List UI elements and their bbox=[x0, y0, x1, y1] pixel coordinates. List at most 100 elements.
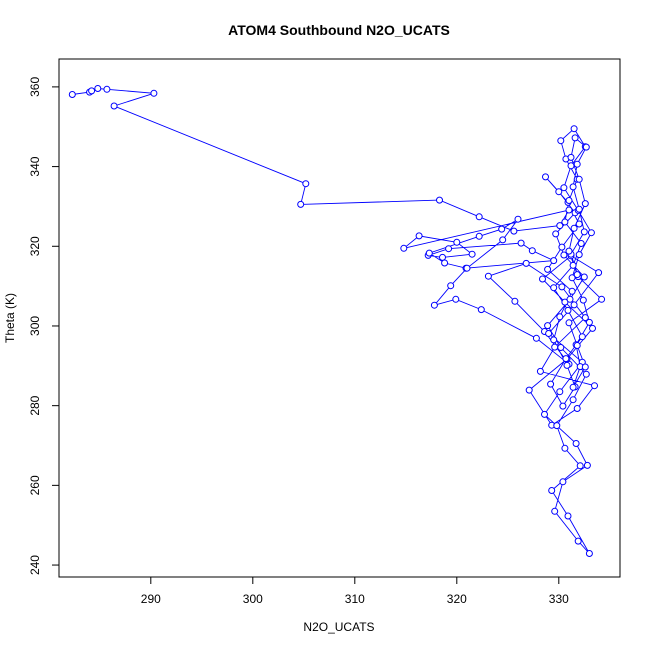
data-point bbox=[558, 243, 566, 251]
data-point bbox=[573, 342, 581, 349]
data-point bbox=[532, 334, 540, 342]
data-point bbox=[525, 386, 533, 394]
data-point bbox=[550, 257, 558, 265]
data-point bbox=[566, 295, 574, 303]
data-point bbox=[559, 402, 567, 410]
data-point bbox=[550, 336, 558, 344]
data-point bbox=[580, 273, 588, 281]
data-point bbox=[585, 318, 593, 326]
data-point bbox=[565, 247, 573, 255]
data-point bbox=[579, 296, 587, 304]
data-point bbox=[550, 284, 558, 292]
y-tick-label: 340 bbox=[28, 156, 42, 176]
data-point bbox=[539, 275, 546, 283]
data-point bbox=[575, 175, 583, 183]
data-point bbox=[562, 355, 570, 363]
data-point bbox=[564, 512, 572, 520]
data-point bbox=[565, 319, 573, 327]
data-point bbox=[545, 330, 553, 337]
data-point bbox=[581, 200, 589, 208]
data-point bbox=[567, 153, 575, 161]
data-point bbox=[569, 383, 577, 391]
data-point bbox=[583, 461, 591, 469]
x-tick-label: 290 bbox=[141, 592, 161, 606]
x-axis-label: N2O_UCATS bbox=[303, 620, 374, 634]
data-point bbox=[475, 232, 483, 240]
data-point bbox=[560, 184, 568, 192]
data-point bbox=[441, 259, 449, 267]
plot-area bbox=[68, 85, 606, 557]
data-point bbox=[556, 313, 564, 321]
data-point bbox=[425, 249, 433, 257]
data-point bbox=[551, 343, 559, 351]
data-point bbox=[576, 462, 584, 470]
data-point bbox=[468, 250, 476, 258]
data-point bbox=[150, 89, 158, 97]
series-line bbox=[72, 88, 603, 554]
data-point bbox=[498, 225, 506, 233]
data-point bbox=[551, 507, 559, 515]
data-point bbox=[544, 322, 552, 330]
data-point bbox=[572, 440, 580, 447]
data-point bbox=[302, 180, 310, 188]
data-point bbox=[558, 283, 566, 291]
data-point bbox=[94, 85, 102, 92]
data-point bbox=[548, 487, 556, 494]
data-point bbox=[575, 205, 583, 213]
y-tick-label: 300 bbox=[28, 316, 42, 336]
data-point bbox=[536, 367, 544, 375]
data-point bbox=[595, 269, 603, 277]
data-point bbox=[463, 264, 471, 272]
data-point bbox=[556, 388, 564, 396]
y-axis-label: Theta (K) bbox=[3, 293, 17, 343]
data-point bbox=[581, 314, 589, 322]
data-point bbox=[447, 282, 455, 290]
data-point bbox=[552, 230, 560, 238]
data-point bbox=[569, 396, 577, 404]
data-point bbox=[453, 238, 461, 246]
data-point bbox=[68, 91, 76, 98]
data-point bbox=[477, 306, 485, 314]
data-point bbox=[565, 197, 573, 204]
data-point bbox=[578, 333, 586, 341]
data-point bbox=[560, 251, 568, 259]
data-point bbox=[587, 229, 595, 237]
data-point bbox=[553, 422, 561, 430]
data-point bbox=[110, 102, 118, 110]
x-tick-label: 310 bbox=[345, 592, 365, 606]
data-point bbox=[570, 125, 578, 133]
data-point bbox=[499, 236, 507, 244]
data-point bbox=[582, 370, 590, 378]
data-point bbox=[559, 478, 567, 486]
data-point bbox=[541, 410, 548, 418]
data-point bbox=[563, 361, 571, 369]
data-point bbox=[569, 261, 577, 269]
data-point bbox=[568, 287, 576, 295]
data-point bbox=[557, 137, 565, 145]
data-point bbox=[565, 206, 573, 214]
data-point bbox=[400, 244, 408, 252]
data-point bbox=[577, 240, 585, 247]
data-point bbox=[564, 306, 572, 314]
data-point bbox=[582, 143, 590, 151]
data-point bbox=[581, 363, 589, 371]
data-point bbox=[557, 344, 565, 351]
data-point bbox=[484, 272, 492, 280]
y-tick-label: 240 bbox=[28, 555, 42, 575]
data-point bbox=[570, 224, 578, 232]
data-point bbox=[573, 160, 581, 168]
data-point bbox=[88, 87, 96, 95]
data-point bbox=[528, 247, 536, 255]
data-point bbox=[591, 382, 598, 390]
plot-frame bbox=[58, 58, 621, 578]
data-point bbox=[561, 444, 569, 452]
data-point bbox=[514, 215, 522, 223]
data-point bbox=[589, 324, 596, 332]
y-tick-label: 260 bbox=[28, 475, 42, 495]
data-point bbox=[436, 196, 443, 204]
data-point bbox=[575, 251, 583, 259]
data-point bbox=[575, 220, 583, 228]
data-point bbox=[542, 173, 549, 181]
